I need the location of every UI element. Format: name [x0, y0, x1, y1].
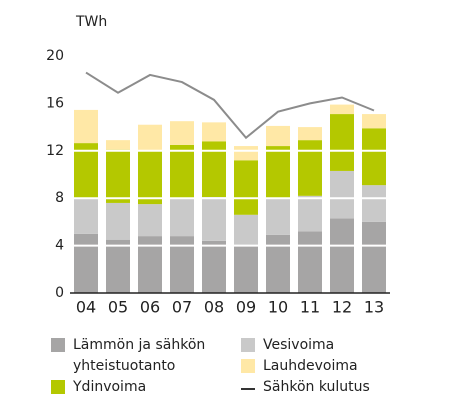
- legend-swatch: [241, 338, 255, 352]
- y-tick-label: 12: [46, 143, 64, 159]
- bar-segment: [138, 204, 162, 237]
- bar-segment: [266, 198, 290, 235]
- bar-segment: [138, 124, 162, 151]
- bar-segment: [202, 141, 226, 198]
- x-tick-label: 13: [364, 298, 384, 317]
- bar-segment: [170, 144, 194, 199]
- bar-segment: [362, 128, 386, 186]
- y-tick-label: 20: [46, 48, 64, 64]
- x-tick-label: 09: [236, 298, 256, 317]
- bar-segment: [298, 127, 322, 141]
- legend-label: Sähkön kulutus: [263, 379, 370, 395]
- x-tick-label: 11: [300, 298, 320, 317]
- legend-swatch: [51, 338, 65, 352]
- bar-segment: [234, 214, 258, 246]
- x-tick-label: 12: [332, 298, 352, 317]
- y-tick-label: 4: [55, 238, 64, 254]
- bar-segment: [138, 150, 162, 205]
- unit-label: TWh: [75, 14, 107, 30]
- bar-segment: [362, 114, 386, 129]
- bar-segment: [266, 234, 290, 293]
- y-tick-label: 8: [55, 190, 64, 206]
- bar-segment: [106, 149, 130, 203]
- bar-segment: [202, 240, 226, 293]
- bar-segment: [106, 239, 130, 293]
- bar-segment: [106, 140, 130, 150]
- bar-segment: [266, 125, 290, 147]
- y-tick-label: 16: [46, 95, 64, 111]
- bar-segment: [330, 170, 354, 219]
- bar-segment: [74, 233, 98, 293]
- bar-segment: [234, 160, 258, 215]
- bar-segment: [202, 197, 226, 241]
- bar-segment: [362, 221, 386, 293]
- bar-segment: [170, 121, 194, 145]
- bar-segment: [74, 198, 98, 234]
- bar-segment: [298, 195, 322, 232]
- bar-segment: [330, 218, 354, 293]
- legend-label: Lauhdevoima: [263, 358, 358, 374]
- x-tick-label: 05: [108, 298, 128, 317]
- bar-segment: [298, 140, 322, 196]
- bar-segment: [74, 109, 98, 144]
- bar-segment: [362, 185, 386, 222]
- legend-swatch: [241, 388, 255, 390]
- bar-segment: [234, 245, 258, 293]
- bar-segment: [170, 198, 194, 237]
- y-tick-label: 0: [55, 285, 64, 301]
- bar-segment: [298, 231, 322, 293]
- legend-swatch: [51, 380, 65, 394]
- legend-swatch: [241, 359, 255, 373]
- bar-segment: [266, 146, 290, 199]
- x-tick-label: 04: [76, 298, 96, 317]
- legend-label: Ydinvoima: [73, 379, 147, 395]
- x-tick-label: 10: [268, 298, 288, 317]
- line: [85, 71, 375, 140]
- x-tick-label: 06: [140, 298, 160, 317]
- bar-segment: [330, 114, 354, 171]
- bar-segment: [330, 104, 354, 115]
- bar-segment: [74, 143, 98, 199]
- bar-segment: [106, 202, 130, 240]
- legend-label: Lämmön ja sähkön yhteistuotanto: [73, 337, 206, 374]
- bar-segment: [234, 146, 258, 161]
- legend-label: Vesivoima: [263, 337, 335, 353]
- x-tick-label: 07: [172, 298, 192, 317]
- x-tick-label: 08: [204, 298, 224, 317]
- bar-segment: [202, 122, 226, 142]
